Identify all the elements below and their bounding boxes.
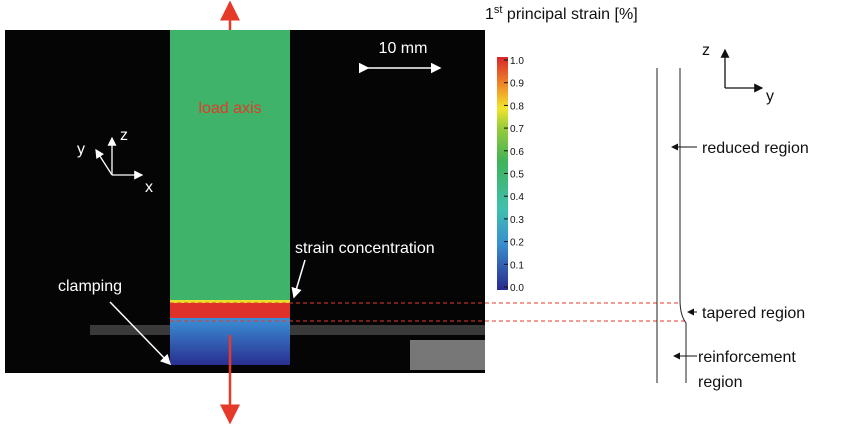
specimen-yellow-edge [170,300,290,303]
colorbar-tick-label: 0.4 [510,192,524,203]
colorbar-tick-label: 0.3 [510,215,524,226]
colorbar [497,57,508,290]
title-sup: st [494,4,503,16]
specimen-strain-band [170,302,290,318]
axis-x: x [145,179,153,196]
clamping-arrow [109,301,172,366]
colorbar-tick-label: 0.6 [510,147,524,158]
colorbar-title: 1st principal strain [%] [485,4,638,23]
specimen-reduced [170,30,290,302]
reduced-region-label: reduced region [702,140,809,157]
colorbar-tick-label: 0.5 [510,170,524,181]
reinforcement-label-2: region [698,374,742,391]
diagram-axes [720,48,764,93]
colorbar-tick-label: 0.0 [510,283,524,294]
clamp-block [410,340,485,370]
diagram-axis-z: z [702,42,710,59]
strain-arrow [291,259,306,299]
tapered-region-label: tapered region [702,305,805,322]
colorbar-tick-label: 0.7 [510,124,524,135]
clamping-label: clamping [58,278,122,295]
colorbar-tick-label: 0.9 [510,79,524,90]
colorbar-tick-label: 0.1 [510,260,524,271]
strain-concentration-label: strain concentration [295,240,435,257]
title-base: 1 [485,6,494,23]
title-rest: principal strain [%] [502,6,637,23]
diagram-axis-y: y [766,88,774,105]
colorbar-tick-label: 1.0 [510,56,524,67]
photo-axes [95,136,144,180]
colorbar-tick-label: 0.8 [510,101,524,112]
axis-z: z [120,127,128,144]
scale-bar-label: 10 mm [379,40,428,57]
reinforcement-label-1: reinforcement [698,349,796,366]
axis-y: y [77,141,85,158]
colorbar-tick-label: 0.2 [510,238,524,249]
load-axis-label: load axis [198,100,261,117]
profile-right [679,68,687,383]
